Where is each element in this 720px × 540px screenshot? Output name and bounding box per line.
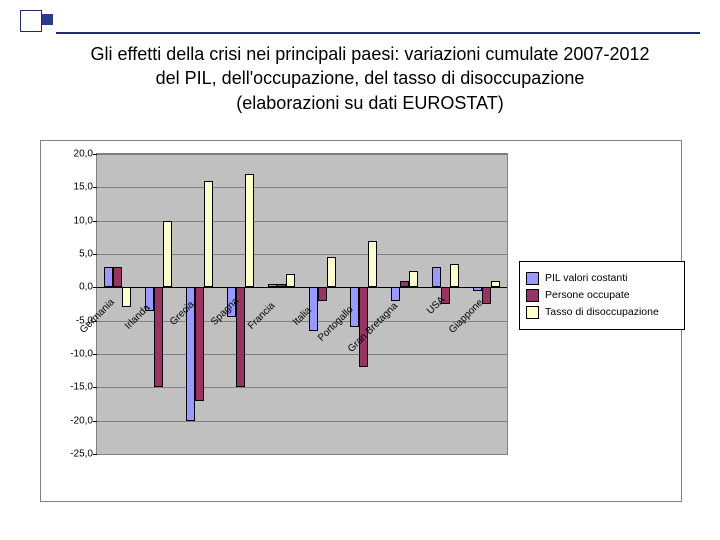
category-label: Giappone (447, 297, 485, 335)
y-tick (93, 154, 97, 155)
legend-swatch (526, 272, 539, 285)
gridline (97, 187, 507, 188)
slide: Gli effetti della crisi nei principali p… (0, 0, 720, 540)
gridline (97, 454, 507, 455)
gridline (97, 221, 507, 222)
bar (122, 287, 131, 307)
slide-bullet-big (20, 10, 42, 32)
bar (104, 267, 113, 287)
y-axis-label: 5,0 (79, 249, 93, 260)
bar (432, 267, 441, 287)
bar (473, 287, 482, 290)
y-tick (93, 221, 97, 222)
bar (409, 271, 418, 288)
y-tick (93, 454, 97, 455)
bar (154, 287, 163, 387)
y-tick (93, 387, 97, 388)
y-tick (93, 421, 97, 422)
gridline (97, 154, 507, 155)
y-axis-label: -15,0 (70, 382, 93, 393)
bar (113, 267, 122, 287)
gridline (97, 254, 507, 255)
slide-bullet-small (42, 14, 53, 25)
title-line-2: del PIL, dell'occupazione, del tasso di … (156, 68, 585, 88)
bar (482, 287, 491, 304)
bar (268, 284, 277, 287)
legend-label: PIL valori costanti (545, 273, 678, 285)
bar (163, 221, 172, 288)
bar (368, 241, 377, 288)
y-tick (93, 187, 97, 188)
bar (286, 274, 295, 287)
y-axis-label: 10,0 (74, 215, 93, 226)
bar (318, 287, 327, 300)
legend-item: PIL valori costanti (526, 272, 678, 285)
y-axis-label: -20,0 (70, 415, 93, 426)
legend-swatch (526, 306, 539, 319)
bar (391, 287, 400, 300)
category-label: USA (425, 294, 447, 316)
legend-item: Tasso di disoccupazione (526, 306, 678, 319)
title-line-3: (elaborazioni su dati EUROSTAT) (236, 93, 503, 113)
chart-container: 20,015,010,05,00,0-5,0-10,0-15,0-20,0-25… (40, 140, 682, 502)
bar (195, 287, 204, 400)
bar (491, 281, 500, 288)
title-rule (56, 32, 700, 34)
bar (245, 174, 254, 287)
gridline (97, 421, 507, 422)
bar (450, 264, 459, 287)
page-title: Gli effetti della crisi nei principali p… (50, 42, 690, 115)
bar (277, 284, 286, 287)
y-tick (93, 354, 97, 355)
gridline (97, 387, 507, 388)
y-axis-label: -10,0 (70, 349, 93, 360)
bar (327, 257, 336, 287)
y-axis-label: 20,0 (74, 149, 93, 160)
chart-plot-area: 20,015,010,05,00,0-5,0-10,0-15,0-20,0-25… (96, 153, 508, 455)
y-tick (93, 254, 97, 255)
bar (400, 281, 409, 288)
legend: PIL valori costanti Persone occupate Tas… (519, 261, 685, 330)
legend-swatch (526, 289, 539, 302)
legend-label: Tasso di disoccupazione (545, 307, 678, 319)
bar (204, 181, 213, 288)
legend-item: Persone occupate (526, 289, 678, 302)
y-axis-label: 15,0 (74, 182, 93, 193)
title-line-1: Gli effetti della crisi nei principali p… (91, 44, 650, 64)
y-axis-label: 0,0 (79, 282, 93, 293)
category-label: Francia (246, 300, 277, 331)
legend-label: Persone occupate (545, 290, 678, 302)
y-axis-label: -25,0 (70, 449, 93, 460)
